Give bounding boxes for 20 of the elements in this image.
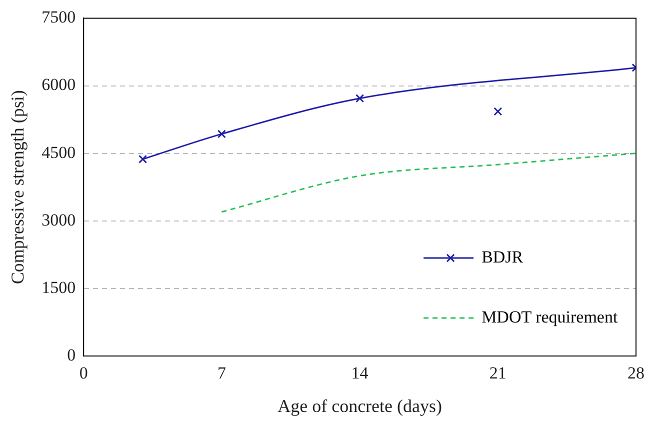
point [494,107,502,116]
legend-label: MDOT requirement [482,307,618,326]
x-tick-label: 14 [351,364,369,383]
x-tick-label: 7 [217,364,226,383]
y-tick-label: 4500 [42,142,76,162]
x-axis-title: Age of concrete (days) [278,396,442,416]
y-tick-label: 1500 [42,278,76,297]
legend-label: BDJR [482,247,524,266]
y-tick-label: 3000 [42,210,76,230]
point [138,154,148,164]
point [356,94,364,103]
y-axis-title: Compressive strength (psi) [8,90,28,284]
line-series [220,152,636,213]
y-tick-label: 7500 [42,8,76,27]
point [217,130,226,138]
x-tick-label: 21 [489,364,506,383]
y-tick-label: 6000 [42,75,76,94]
y-tick-label: 0 [67,345,76,364]
x-tick-label: 0 [79,364,88,383]
x-tick-label: 28 [628,364,644,383]
